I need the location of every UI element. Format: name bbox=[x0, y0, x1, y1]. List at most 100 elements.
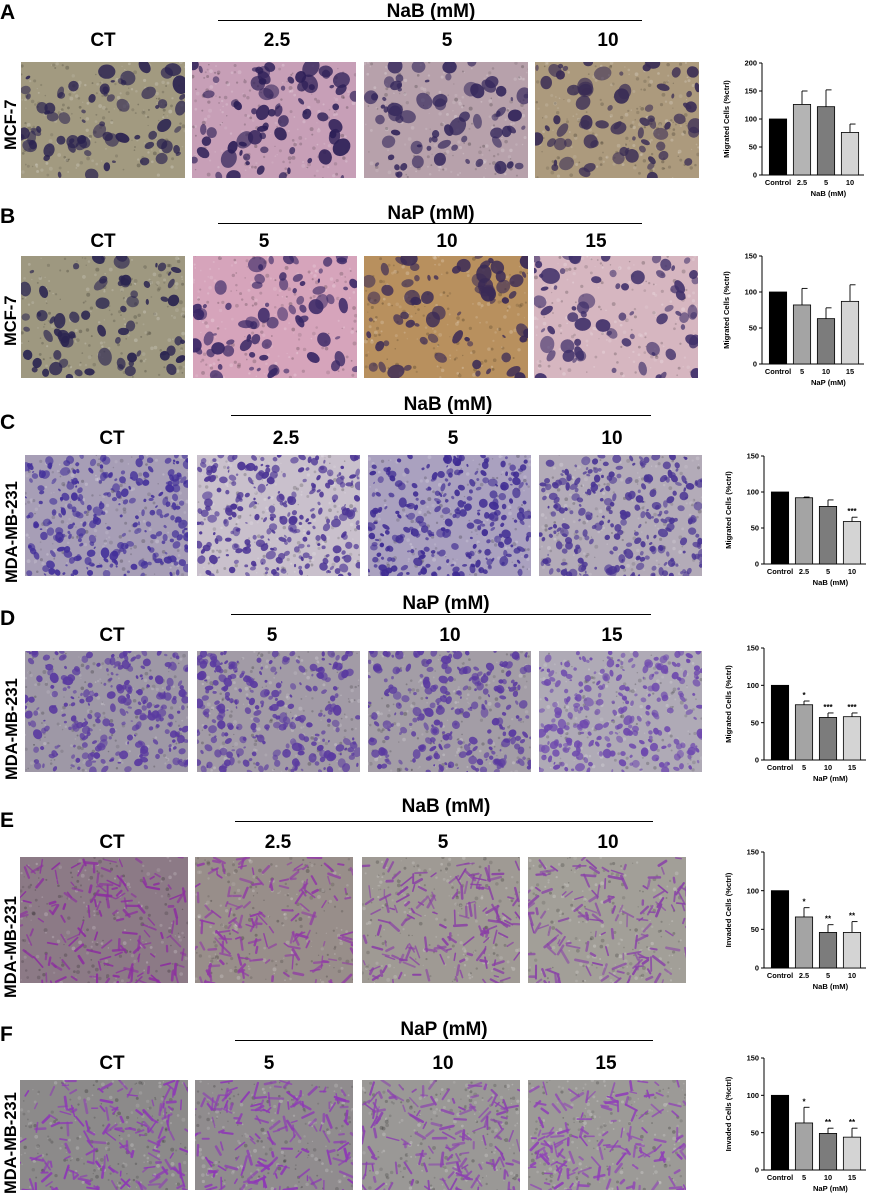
treatment-title: NaP (mM) bbox=[387, 203, 475, 224]
treatment-bracket bbox=[218, 223, 642, 224]
treatment-title: NaB (mM) bbox=[403, 394, 493, 415]
x-tick-label: Control bbox=[767, 1173, 793, 1182]
micrograph bbox=[21, 62, 185, 178]
cell-line-label: MCF-7 bbox=[2, 99, 20, 150]
x-tick-label: 5 bbox=[802, 1173, 806, 1182]
y-tick-label: 200 bbox=[745, 59, 757, 68]
bar-chart: Migrated Cells (%ctrl) 0 50 100 150 Control * 5… bbox=[724, 644, 866, 783]
bar bbox=[842, 521, 862, 565]
treatment-bracket bbox=[218, 20, 642, 21]
y-axis-label: Migrated Cells (%ctrl) bbox=[722, 271, 731, 349]
x-tick-label: 2.5 bbox=[799, 567, 809, 576]
bar bbox=[842, 1136, 862, 1171]
micrograph bbox=[362, 1080, 520, 1190]
significance-mark: ** bbox=[849, 1118, 856, 1127]
y-axis-label: Invaded Cells (%ctrl) bbox=[724, 872, 733, 947]
y-tick-label: 0 bbox=[753, 360, 757, 369]
column-label: 10 bbox=[597, 832, 619, 853]
bar bbox=[770, 890, 790, 969]
y-tick-label: 50 bbox=[751, 718, 759, 727]
treatment-title: NaB (mM) bbox=[401, 796, 491, 817]
panel-f: F NaP (mM) CT 5 10 15 MDA-MB-231 Invaded… bbox=[0, 994, 872, 1198]
micrograph bbox=[368, 651, 531, 772]
column-label: 5 bbox=[266, 625, 278, 646]
column-label: 10 bbox=[439, 625, 461, 646]
significance-mark: *** bbox=[823, 703, 833, 712]
panel-letter: B bbox=[0, 205, 16, 228]
micrograph-texture bbox=[21, 256, 185, 378]
x-tick-label: 5 bbox=[800, 367, 804, 376]
micrograph bbox=[362, 857, 520, 983]
panel-letter: F bbox=[0, 1023, 13, 1046]
y-tick-label: 150 bbox=[745, 87, 757, 96]
bar bbox=[818, 717, 838, 761]
bar bbox=[818, 1133, 838, 1171]
column-label: 2.5 bbox=[272, 428, 300, 449]
bar bbox=[770, 1094, 790, 1171]
y-axis-label: Migrated Cells (%ctrl) bbox=[724, 471, 733, 549]
y-tick-label: 150 bbox=[747, 1054, 759, 1063]
treatment-bracket bbox=[235, 821, 653, 822]
bar-chart: Invaded Cells (%ctrl) 0 50 100 150 Control * 2.… bbox=[724, 848, 866, 991]
x-tick-label: 10 bbox=[824, 1173, 832, 1182]
bar bbox=[794, 916, 814, 969]
micrograph-texture bbox=[535, 62, 699, 178]
panel-letter: A bbox=[0, 1, 16, 24]
micrograph-texture bbox=[539, 651, 702, 772]
y-tick-label: 0 bbox=[753, 171, 757, 180]
x-tick-label: 2.5 bbox=[799, 971, 809, 980]
y-tick-label: 50 bbox=[749, 324, 757, 333]
bar bbox=[818, 506, 838, 565]
micrograph-texture bbox=[368, 651, 531, 772]
micrograph bbox=[195, 1080, 353, 1190]
panel-a: A NaB (mM) CT 2.5 5 10 MCF-7 Migrated Ce… bbox=[0, 0, 872, 198]
treatment-title: NaB (mM) bbox=[386, 1, 476, 22]
y-tick-label: 150 bbox=[747, 452, 759, 461]
bar bbox=[816, 318, 836, 365]
x-tick-label: Control bbox=[765, 367, 791, 376]
x-tick-label: Control bbox=[767, 971, 793, 980]
x-tick-label: 10 bbox=[822, 367, 830, 376]
treatment-bracket bbox=[231, 614, 651, 615]
column-label: 15 bbox=[585, 231, 607, 252]
x-tick-label: 10 bbox=[848, 567, 856, 576]
y-tick-label: 150 bbox=[747, 848, 759, 857]
y-tick-label: 0 bbox=[755, 756, 759, 765]
cell-line-label: MDA-MB-231 bbox=[2, 1092, 20, 1194]
bar bbox=[794, 1122, 814, 1171]
micrograph bbox=[195, 857, 353, 983]
column-label: 5 bbox=[447, 428, 459, 449]
micrograph bbox=[528, 1080, 686, 1190]
micrograph-texture bbox=[21, 62, 185, 178]
x-tick-label: 5 bbox=[826, 971, 830, 980]
x-axis-label: NaP (mM) bbox=[813, 1184, 848, 1193]
micrograph bbox=[364, 256, 528, 378]
bar bbox=[818, 932, 838, 969]
x-axis-label: NaB (mM) bbox=[811, 189, 847, 198]
micrograph-texture bbox=[528, 1080, 686, 1190]
significance-mark: ** bbox=[825, 915, 832, 924]
bar bbox=[770, 491, 790, 565]
x-tick-label: 5 bbox=[826, 567, 830, 576]
micrograph-texture bbox=[364, 256, 528, 378]
y-tick-label: 150 bbox=[745, 252, 757, 261]
significance-mark: *** bbox=[847, 703, 857, 712]
panel-letter: E bbox=[0, 809, 15, 832]
micrograph-texture bbox=[368, 455, 531, 576]
bar-chart: Invaded Cells (%ctrl) 0 50 100 150 Control * 5 *… bbox=[724, 1054, 866, 1193]
micrograph-texture bbox=[364, 62, 528, 178]
micrograph-texture bbox=[362, 1080, 520, 1190]
micrograph bbox=[25, 455, 188, 576]
y-tick-label: 0 bbox=[755, 964, 759, 973]
column-label: CT bbox=[99, 428, 125, 449]
micrograph bbox=[21, 256, 185, 378]
micrograph bbox=[192, 62, 356, 178]
column-label: 15 bbox=[595, 1053, 617, 1074]
micrograph-texture bbox=[25, 651, 188, 772]
column-label: 10 bbox=[436, 231, 458, 252]
y-tick-label: 100 bbox=[747, 1091, 759, 1100]
micrograph-texture bbox=[20, 857, 188, 983]
micrograph bbox=[368, 455, 531, 576]
micrograph bbox=[25, 651, 188, 772]
treatment-bracket bbox=[231, 415, 651, 416]
